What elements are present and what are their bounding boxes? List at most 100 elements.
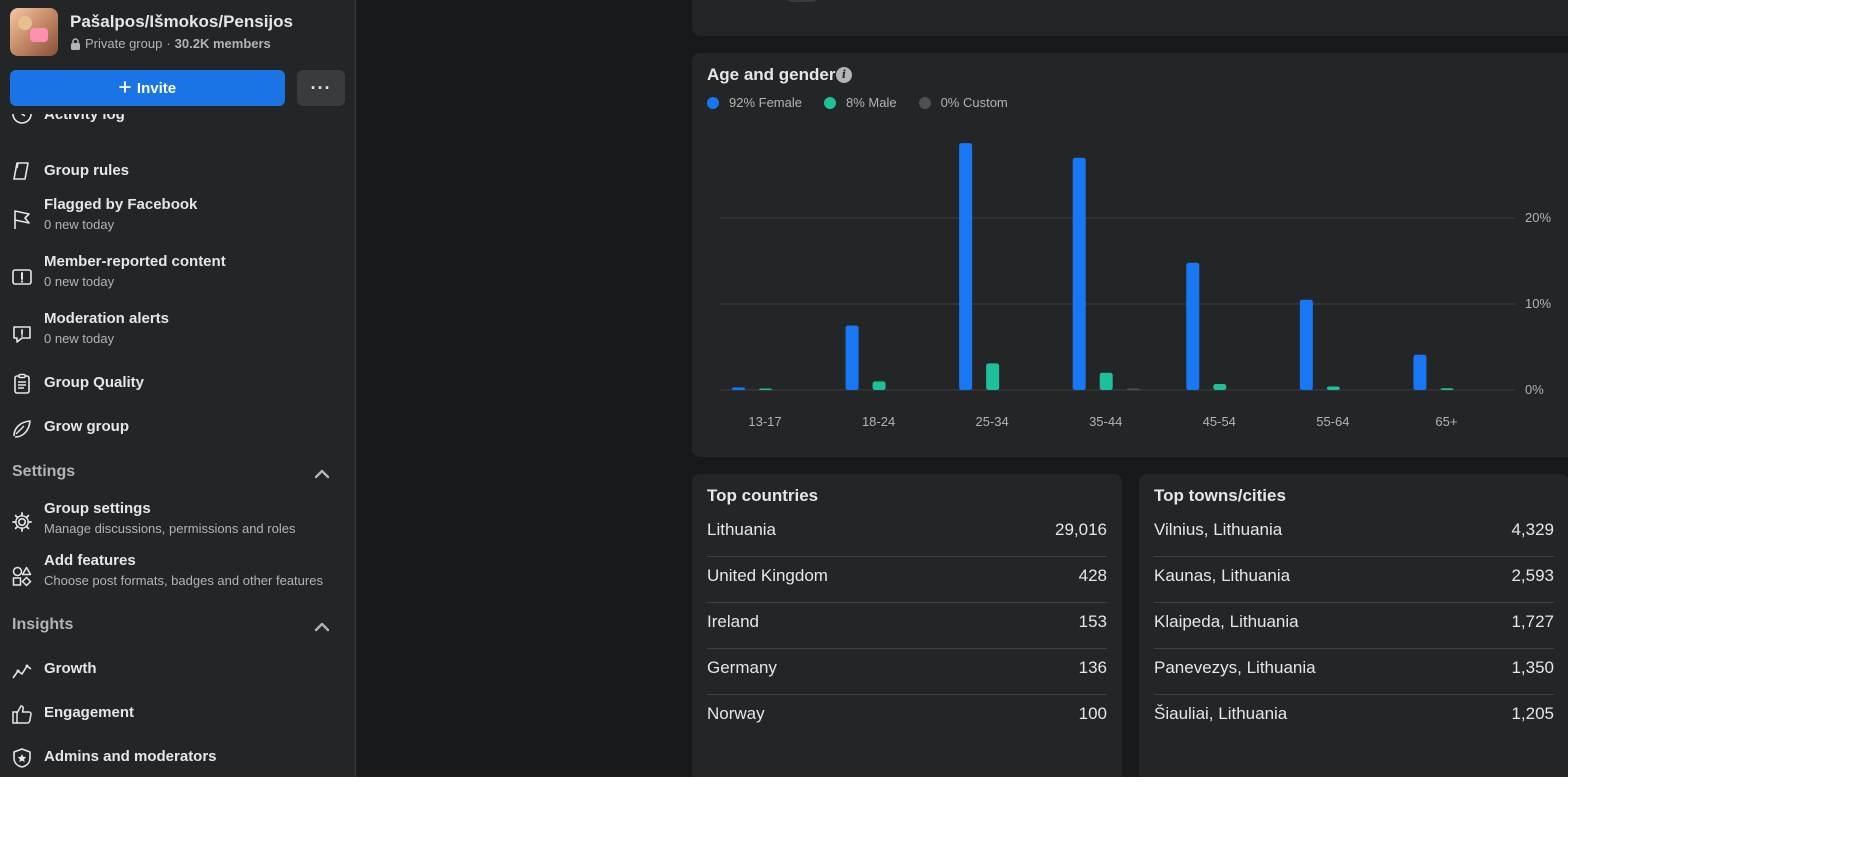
country-name: Norway	[707, 704, 765, 723]
sidebar-item-group-quality[interactable]: Group Quality	[0, 366, 355, 402]
bar-male	[1440, 388, 1454, 390]
town-row: Vilnius, Lithuania 4,329	[1154, 510, 1554, 557]
town-value: 1,727	[1511, 612, 1554, 631]
sidebar-item-moderation-alerts[interactable]: Moderation alerts 0 new today	[0, 308, 355, 356]
meta-separator: ·	[166, 36, 171, 51]
insights-section-header[interactable]: Insights	[0, 610, 355, 642]
more-options-button[interactable]: ···	[297, 70, 345, 106]
sidebar-item-label: Activity log	[44, 114, 125, 123]
bar-custom	[1126, 388, 1140, 390]
x-tick-label: 55-64	[1316, 414, 1349, 429]
group-privacy: Private group	[85, 36, 163, 51]
country-row: Germany 136	[707, 648, 1107, 695]
gear-icon	[10, 510, 34, 534]
legend-male: 8% Male	[823, 95, 897, 110]
x-tick-label: 35-44	[1089, 414, 1122, 429]
sidebar-item-group-settings[interactable]: Group settings Manage discussions, permi…	[0, 498, 355, 542]
chevron-up-icon[interactable]	[312, 617, 332, 637]
x-tick-label: 18-24	[862, 414, 895, 429]
sidebar-item-member-reported[interactable]: Member-reported content 0 new today	[0, 251, 355, 299]
town-value: 1,205	[1511, 704, 1554, 723]
country-name: Lithuania	[707, 520, 777, 539]
sidebar-item-flagged[interactable]: Flagged by Facebook 0 new today	[0, 194, 355, 242]
sidebar-item-label: Admins and moderators	[44, 748, 217, 765]
chevron-up-icon[interactable]	[312, 464, 332, 484]
sidebar-item-sub: 0 new today	[44, 274, 115, 289]
bar-female	[1072, 157, 1086, 390]
sidebar-item-label: Group Quality	[44, 374, 145, 391]
age-gender-bar-chart: 0% 10% 20% 13-17 18-24 25-34 35-44 45-54 55-64 65…	[720, 143, 1551, 429]
sidebar-item-label: Moderation alerts	[44, 310, 170, 327]
group-avatar[interactable]	[10, 8, 58, 56]
growth-leaf-icon	[10, 416, 34, 440]
app-window: Pašalpos/Išmokos/Pensijos Private group …	[0, 0, 1568, 777]
sidebar-item-growth[interactable]: Growth	[0, 652, 355, 688]
flag-icon	[10, 207, 34, 231]
sidebar: Pašalpos/Išmokos/Pensijos Private group …	[0, 0, 356, 777]
bar-male	[759, 388, 772, 390]
town-value: 4,329	[1511, 520, 1554, 539]
bar-male	[1099, 372, 1113, 390]
country-row: Lithuania 29,016	[707, 510, 1107, 557]
sidebar-item-label: Growth	[44, 660, 97, 677]
legend-dot-male	[823, 96, 836, 109]
legend-female-label: 92% Female	[729, 95, 802, 110]
country-value: 29,016	[1055, 520, 1107, 539]
country-name: Ireland	[707, 612, 759, 631]
sidebar-item-label: Member-reported content	[44, 253, 226, 270]
sidebar-item-admins-moderators[interactable]: Admins and moderators	[0, 740, 355, 776]
y-tick-label: 20%	[1525, 210, 1551, 225]
top-countries-card: Top countries Lithuania 29,016 United Ki…	[692, 474, 1122, 777]
group-name[interactable]: Pašalpos/Išmokos/Pensijos	[70, 12, 293, 31]
country-value: 100	[1078, 704, 1107, 723]
settings-section-header[interactable]: Settings	[0, 458, 355, 490]
info-icon[interactable]: i	[836, 67, 852, 83]
settings-section-label: Settings	[12, 463, 76, 480]
sidebar-item-group-rules[interactable]: Group rules	[0, 154, 355, 188]
invite-label: Invite	[136, 79, 177, 97]
country-value: 136	[1078, 658, 1107, 677]
country-row: Norway 100	[707, 694, 1107, 740]
x-tick-label: 25-34	[976, 414, 1009, 429]
town-value: 2,593	[1511, 566, 1554, 585]
bar-female	[1186, 262, 1200, 390]
sidebar-item-label: Group rules	[44, 162, 130, 179]
sidebar-item-sub: 0 new today	[44, 331, 115, 346]
bar-male	[1213, 383, 1227, 390]
group-members-count[interactable]: 30.2K members	[174, 36, 271, 51]
sidebar-item-sub: Choose post formats, badges and other fe…	[44, 573, 323, 588]
country-name: Germany	[707, 658, 777, 677]
sidebar-item-activity-log[interactable]: Activity log	[0, 114, 355, 136]
legend-dot-female	[707, 96, 719, 109]
lock-icon	[70, 37, 81, 50]
y-tick-label: 10%	[1525, 296, 1551, 311]
country-name: United Kingdom	[707, 566, 828, 585]
top-countries-title: Top countries	[707, 486, 819, 505]
sidebar-item-grow-group[interactable]: Grow group	[0, 410, 355, 446]
bar-female	[732, 387, 745, 390]
town-row: Kaunas, Lithuania 2,593	[1154, 556, 1554, 603]
x-tick-label: 13-17	[748, 414, 781, 429]
group-meta: Private group · 30.2K members	[70, 36, 271, 51]
legend-male-label: 8% Male	[845, 95, 897, 110]
shield-star-icon	[10, 746, 34, 770]
sidebar-item-add-features[interactable]: Add features Choose post formats, badges…	[0, 552, 355, 596]
sidebar-nav[interactable]: Activity log Group rules Flagged by Face…	[0, 114, 355, 777]
country-value: 428	[1078, 566, 1107, 585]
legend-female: 92% Female	[707, 95, 802, 110]
country-row: Ireland 153	[707, 602, 1107, 649]
invite-button[interactable]: Invite	[10, 70, 285, 106]
town-name: Klaipeda, Lithuania	[1154, 612, 1299, 631]
sidebar-item-sub: Manage discussions, permissions and role…	[44, 521, 296, 536]
avatar-fragment	[782, 0, 822, 2]
sidebar-item-engagement[interactable]: Engagement	[0, 696, 355, 732]
bar-female	[845, 325, 859, 390]
top-towns-title: Top towns/cities	[1154, 486, 1286, 505]
top-towns-card: Top towns/cities Vilnius, Lithuania 4,32…	[1139, 474, 1568, 777]
alert-speech-icon	[10, 322, 34, 346]
bar-male	[872, 381, 886, 390]
sidebar-item-label: Flagged by Facebook	[44, 196, 198, 213]
bar-male	[1326, 386, 1340, 390]
town-name: Panevezys, Lithuania	[1154, 658, 1316, 677]
sidebar-item-label: Add features	[44, 552, 136, 569]
